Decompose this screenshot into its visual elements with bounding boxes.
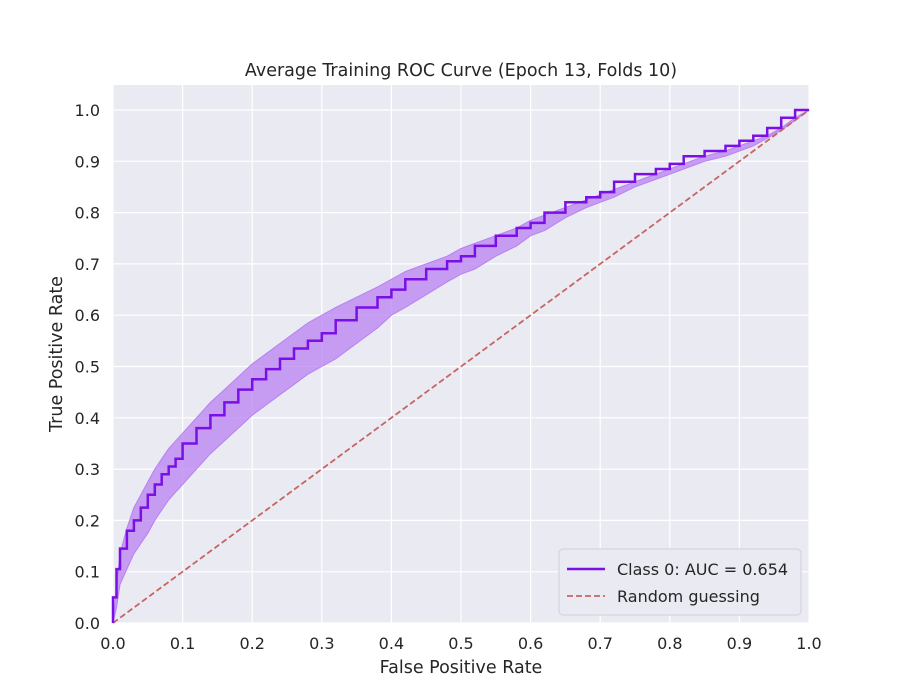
y-tick-label: 0.6 [75,306,100,325]
y-tick-label: 0.3 [75,460,100,479]
x-tick-label: 0.7 [587,634,612,653]
x-tick-label: 0.9 [727,634,752,653]
x-tick-label: 0.3 [309,634,334,653]
x-tick-label: 0.8 [657,634,682,653]
x-axis-label: False Positive Rate [380,658,543,678]
y-tick-label: 0.9 [75,152,100,171]
x-tick-label: 0.0 [100,634,125,653]
legend-box [558,548,802,616]
legend-random-label: Random guessing [617,587,760,606]
roc-curve-line [111,108,809,623]
y-tick-label: 0.8 [75,204,100,223]
y-tick-label: 0.1 [75,563,100,582]
x-tick-label: 0.5 [448,634,473,653]
y-tick-label: 0.7 [75,255,100,274]
legend-roc-label: Class 0: AUC = 0.654 [617,560,788,579]
y-tick-label: 1.0 [75,101,100,120]
y-tick-label: 0.2 [75,511,100,530]
y-tick-label: 0.0 [75,614,100,633]
y-tick-label: 0.5 [75,358,100,377]
random-guessing-line [112,109,810,624]
x-tick-label: 0.2 [239,634,264,653]
chart-title: Average Training ROC Curve (Epoch 13, Fo… [245,61,677,81]
x-tick-label: 0.6 [518,634,543,653]
y-tick-label: 0.4 [75,409,100,428]
x-tick-label: 0.1 [170,634,195,653]
y-tick-labels: 0.0 0.1 0.2 0.3 0.4 0.5 0.6 0.7 0.8 0.9 1.0 [75,101,100,633]
grid-lines [112,85,810,624]
legend: Class 0: AUC = 0.654 Random guessing [558,548,802,616]
x-tick-labels: 0.0 0.1 0.2 0.3 0.4 0.5 0.6 0.7 0.8 0.9 1.0 [100,634,821,653]
x-tick-label: 1.0 [796,634,821,653]
y-axis-label: True Positive Rate [47,276,67,433]
x-tick-label: 0.4 [379,634,404,653]
